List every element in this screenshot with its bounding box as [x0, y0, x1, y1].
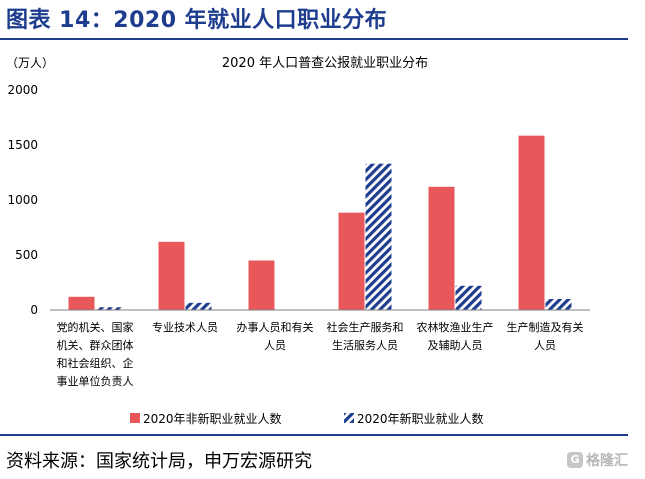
bar-series-2-cat-1	[95, 307, 122, 310]
x-tick-label: 生活服务人员	[332, 338, 398, 352]
bar-series-1-cat-1	[68, 296, 95, 310]
bar-series-2-cat-4	[365, 163, 392, 310]
legend: 2020年非新职业就业人数 2020年新职业就业人数	[130, 411, 484, 426]
y-tick-label: 1000	[7, 193, 38, 207]
bar-series-1-cat-4	[338, 212, 365, 310]
source-note: 资料来源：国家统计局，申万宏源研究	[6, 451, 312, 472]
bar-series-1-cat-3	[248, 260, 275, 310]
x-tick-label: 人员	[534, 339, 556, 352]
x-tick-label: 和社会组织、企	[57, 356, 134, 370]
x-tick-label: 机关、群众团体	[57, 338, 134, 352]
title-divider	[0, 38, 628, 40]
x-tick-label: 农林牧渔业生产	[417, 320, 494, 334]
bar-series-1-cat-6	[518, 135, 545, 310]
x-tick-label: 生产制造及有关	[507, 320, 584, 334]
y-tick-label: 0	[30, 303, 38, 317]
figure-title: 图表 14：2020 年就业人口职业分布	[6, 8, 388, 33]
y-tick-label: 500	[15, 248, 38, 262]
legend-swatch-2	[344, 413, 354, 423]
x-tick-label: 及辅助人员	[428, 338, 483, 352]
y-axis: 0 500 1000 1500 2000	[7, 83, 38, 317]
bar-series-1-cat-5	[428, 186, 455, 310]
x-tick-label: 人员	[264, 339, 286, 352]
bars	[68, 135, 572, 310]
bar-series-1-cat-2	[158, 241, 185, 310]
bar-series-2-cat-5	[455, 285, 482, 310]
y-tick-label: 1500	[7, 138, 38, 152]
watermark-text: 格隆汇	[586, 453, 628, 469]
x-tick-label: 党的机关、国家	[57, 320, 134, 334]
x-tick-label: 社会生产服务和	[327, 320, 404, 334]
x-tick-label: 事业单位负责人	[57, 374, 134, 388]
legend-label-1: 2020年非新职业就业人数	[143, 411, 282, 426]
x-tick-label: 办事人员和有关	[237, 320, 314, 334]
x-tick-label: 专业技术人员	[152, 320, 218, 334]
source-divider	[0, 434, 628, 436]
bar-series-2-cat-6	[545, 299, 572, 310]
legend-swatch-1	[130, 413, 140, 423]
watermark: G 格隆汇	[567, 450, 628, 470]
y-tick-label: 2000	[7, 83, 38, 97]
legend-label-2: 2020年新职业就业人数	[357, 411, 484, 426]
y-axis-label: （万人）	[6, 56, 54, 70]
chart-title: 2020 年人口普查公报就业职业分布	[222, 56, 428, 71]
watermark-logo-icon: G	[567, 452, 583, 468]
bar-chart: 2020 年人口普查公报就业职业分布 （万人） 0 500 1000 1500 2000…	[6, 56, 590, 426]
bar-series-2-cat-2	[185, 302, 212, 310]
